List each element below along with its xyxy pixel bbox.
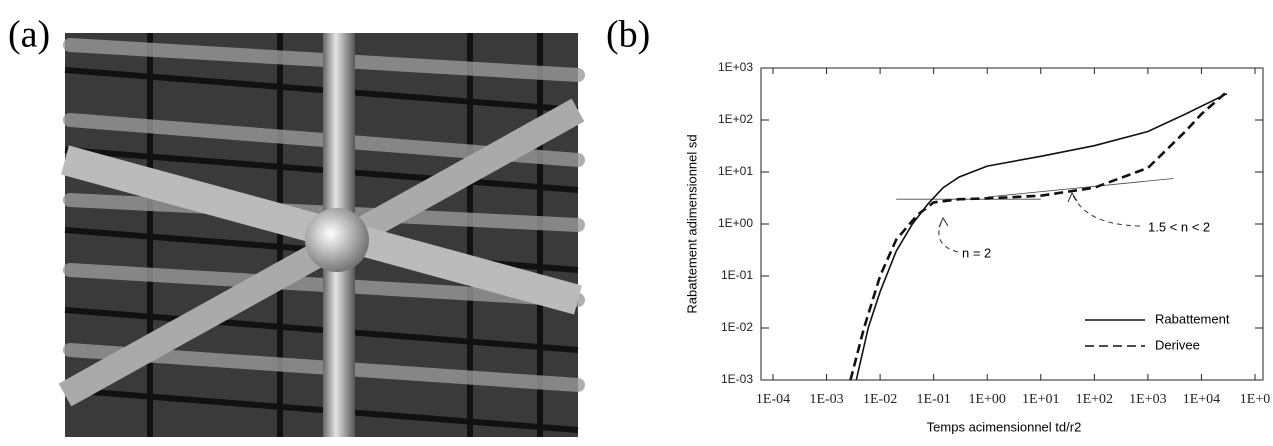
x-tick-label: 1E-01 <box>917 392 951 407</box>
x-tick-label: 1E+02 <box>1076 392 1113 407</box>
y-tick-label: 1E+00 <box>718 216 753 230</box>
annotation-arrow <box>1071 192 1141 227</box>
y-tick-label: 1E+02 <box>718 112 753 126</box>
x-tick-label: 1E-04 <box>756 392 790 407</box>
x-tick-label: 1E+00 <box>968 392 1005 407</box>
legend-label: Rabattement <box>1155 311 1230 326</box>
panel-label: (a) <box>8 14 50 56</box>
reference-line <box>987 178 1174 198</box>
arrow-head <box>1067 191 1078 203</box>
x-tick-label: 1E+04 <box>1183 392 1220 407</box>
x-tick-label: 1E+01 <box>1022 392 1059 407</box>
y-axis-label: Rabattement adimensionnel sd <box>684 134 699 313</box>
legend-label: Derivee <box>1155 337 1200 352</box>
y-tick-label: 1E+01 <box>718 164 753 178</box>
line-series <box>855 92 1228 381</box>
annotation-arrow <box>938 217 959 253</box>
line-series <box>849 90 1228 381</box>
x-axis-label: Temps acimensionnel td/r2 <box>927 419 1082 434</box>
annotation: 1.5 < n < 2 <box>1148 219 1210 234</box>
panel-label: (b) <box>606 14 650 56</box>
y-tick-label: 1E+03 <box>718 60 753 74</box>
annotation: n = 2 <box>962 245 991 260</box>
x-tick-label: 1E-03 <box>809 392 843 407</box>
x-tick-label: 1E-02 <box>863 392 897 407</box>
render-image <box>58 33 585 437</box>
x-tick-label: 1E+03 <box>1129 392 1166 407</box>
y-tick-label: 1E-03 <box>721 372 753 386</box>
y-tick-label: 1E-02 <box>721 320 753 334</box>
x-tick-label: 1E+0 <box>1240 392 1270 407</box>
arrow-head <box>938 216 949 228</box>
y-tick-label: 1E-01 <box>721 268 753 282</box>
